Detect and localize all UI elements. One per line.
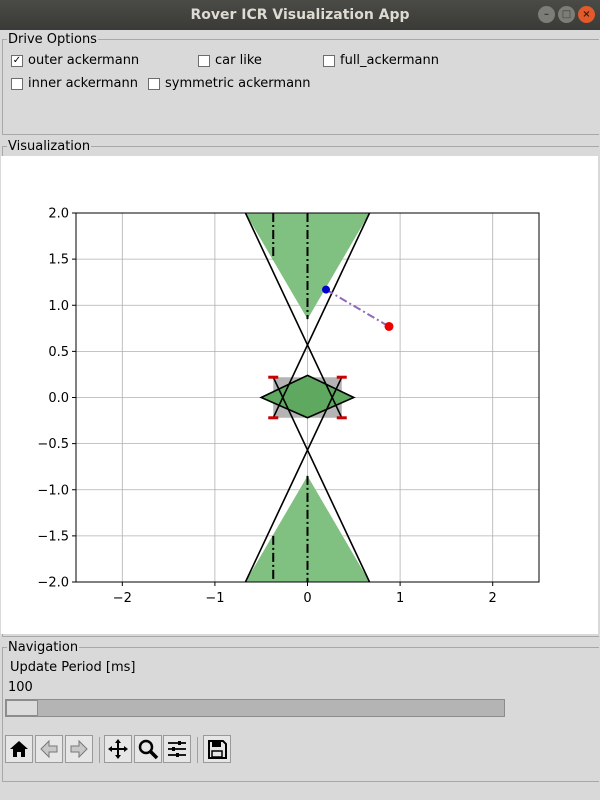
back-button[interactable] [35,735,63,763]
x-tick-label: 1 [396,591,404,606]
checkbox-checked-icon[interactable]: ✓ [11,54,23,67]
drive-options-legend: Drive Options [8,32,97,47]
x-tick-label: 0 [303,591,311,606]
x-tick-label: −2 [113,591,132,606]
checkbox-outer-ackermann[interactable]: ✓ outer ackermann [11,53,139,68]
boundary-line [272,376,371,582]
y-tick-label: 1.0 [48,299,69,314]
checkbox-icon[interactable] [198,54,210,67]
home-icon [10,741,28,757]
home-button[interactable] [5,735,33,763]
checkbox-icon[interactable] [11,77,23,90]
checkbox-label: outer ackermann [28,53,140,68]
rover-diamond [259,374,356,419]
pan-icon [108,739,128,759]
boundary-line [244,376,343,582]
checkbox-icon[interactable] [148,77,160,90]
boundary-line [244,213,343,419]
minimize-icon[interactable]: – [538,6,555,23]
zoom-button[interactable] [134,735,162,763]
window-title: Rover ICR Visualization App [190,7,410,23]
zoom-icon [138,739,159,760]
x-tick-label: −1 [205,591,224,606]
forward-arrow-icon [70,739,88,759]
target-point-red [384,321,394,331]
maximize-icon[interactable]: □ [558,6,575,23]
y-tick-label: −0.5 [37,437,69,452]
y-tick-label: 0.0 [48,391,69,406]
y-tick-label: 0.5 [48,345,69,360]
close-icon[interactable]: × [578,6,595,23]
y-tick-label: −2.0 [37,576,69,591]
icr-path [325,288,390,328]
y-tick-label: 1.5 [48,253,69,268]
toolbar-separator [197,737,198,763]
plot-canvas[interactable]: −2 −1 0 1 2 2.0 1.5 1.0 0.5 0.0 −0.5 −1.0 −1.5 −2.0 [1,156,598,634]
back-arrow-icon [40,739,58,759]
pan-button[interactable] [104,735,132,763]
checkbox-inner-ackermann[interactable]: inner ackermann [11,76,138,91]
checkbox-label: symmetric ackermann [165,76,311,91]
slider-label: Update Period [ms] [10,660,136,675]
y-tick-label: 2.0 [48,207,69,222]
title-bar: Rover ICR Visualization App – □ × [0,0,600,30]
icr-point-blue [322,285,331,294]
checkbox-label: car like [215,53,262,68]
forward-button[interactable] [65,735,93,763]
slider-value: 100 [8,680,33,695]
checkbox-symmetric-ackermann[interactable]: symmetric ackermann [148,76,311,91]
x-tick-label: 2 [489,591,497,606]
checkbox-full-ackermann[interactable]: full_ackermann [323,53,439,68]
save-icon [208,740,227,759]
navigation-group: Navigation [2,640,599,782]
visualization-legend: Visualization [8,139,91,154]
navigation-legend: Navigation [8,640,79,655]
checkbox-icon[interactable] [323,54,335,67]
boundary-line [272,213,371,419]
drive-options-group: Drive Options [2,32,599,135]
checkbox-car-like[interactable]: car like [198,53,262,68]
configure-subplots-icon [168,741,186,757]
slider-handle[interactable] [6,700,38,716]
configure-subplots-button[interactable] [163,735,191,763]
toolbar-separator [99,737,100,763]
update-period-slider[interactable] [5,699,505,717]
save-button[interactable] [203,735,231,763]
y-tick-label: −1.5 [37,529,69,544]
checkbox-label: full_ackermann [340,53,439,68]
icr-plot[interactable]: −2 −1 0 1 2 2.0 1.5 1.0 0.5 0.0 −0.5 −1.0 −1.5 −2.0 [1,156,598,634]
y-tick-label: −1.0 [37,483,69,498]
checkbox-label: inner ackermann [28,76,138,91]
